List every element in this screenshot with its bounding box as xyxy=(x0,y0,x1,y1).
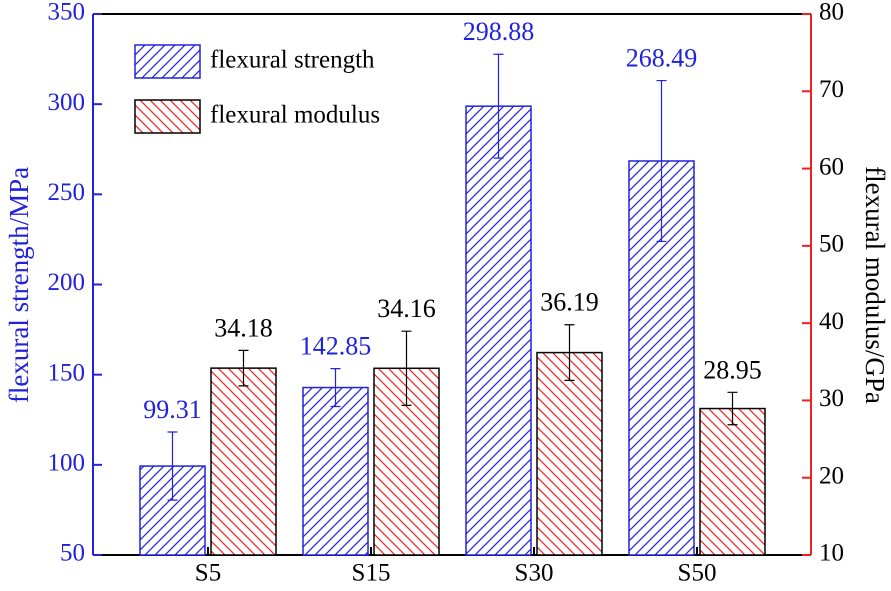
error-bar xyxy=(401,330,412,406)
x-tick-label: S5 xyxy=(195,560,221,587)
legend-label: flexural strength xyxy=(210,47,375,74)
x-tick-label: S15 xyxy=(352,560,391,587)
legend-swatch xyxy=(134,44,201,79)
legend-label: flexural modulus xyxy=(210,102,380,129)
bar xyxy=(210,367,277,556)
y-tick-label: 350 xyxy=(48,0,86,26)
y2-axis-label: flexural modulus/GPa xyxy=(860,166,890,404)
error-bar xyxy=(330,368,341,408)
y-axis-label: flexural strength/MPa xyxy=(4,167,34,403)
y-tick-label: 250 xyxy=(48,179,86,206)
bar xyxy=(302,386,369,556)
y2-tick-label: 60 xyxy=(819,153,844,180)
bar xyxy=(699,407,766,556)
y-tick-label: 300 xyxy=(48,89,86,116)
y-tick-label: 150 xyxy=(48,359,86,386)
y-tick-label: 50 xyxy=(60,540,85,567)
y2-tick-label: 40 xyxy=(819,308,844,335)
value-label: 34.16 xyxy=(377,294,436,323)
bar xyxy=(536,351,603,556)
y2-tick-label: 80 xyxy=(819,0,844,26)
error-bar xyxy=(493,53,504,159)
legend-swatch xyxy=(134,99,201,134)
error-bar xyxy=(656,79,667,243)
error-bar xyxy=(564,324,575,382)
value-label: 34.18 xyxy=(214,313,273,342)
x-tick-label: S30 xyxy=(515,560,554,587)
value-label: 298.88 xyxy=(463,17,535,46)
y-tick-label: 100 xyxy=(48,450,86,477)
x-tick-label: S50 xyxy=(678,560,717,587)
value-label: 142.85 xyxy=(300,332,372,361)
y-tick-label: 200 xyxy=(48,269,86,296)
y2-tick-label: 10 xyxy=(819,540,844,567)
value-label: 268.49 xyxy=(626,44,698,73)
value-label: 28.95 xyxy=(703,355,762,384)
value-label: 36.19 xyxy=(540,288,599,317)
y2-tick-label: 50 xyxy=(819,231,844,258)
y2-tick-label: 30 xyxy=(819,385,844,412)
y2-tick-label: 20 xyxy=(819,462,844,489)
error-bar xyxy=(727,391,738,426)
error-bar xyxy=(167,431,178,501)
error-bar xyxy=(238,349,249,387)
y2-tick-label: 70 xyxy=(819,76,844,103)
bar xyxy=(465,105,532,556)
value-label: 99.31 xyxy=(143,395,202,424)
